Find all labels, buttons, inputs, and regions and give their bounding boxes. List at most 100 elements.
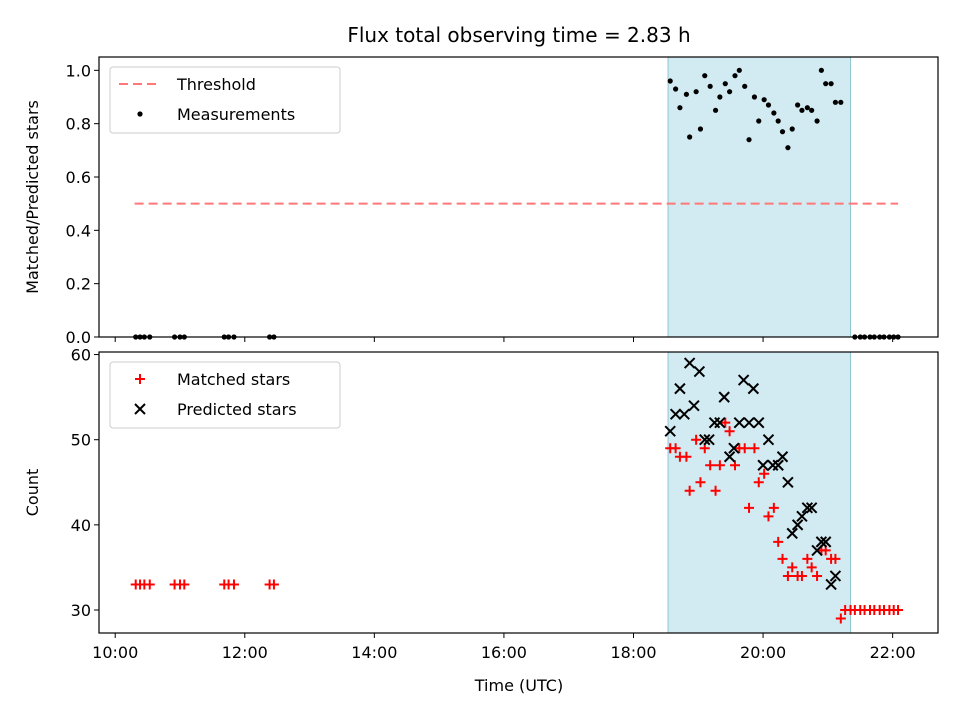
- predicted-star-point: [688, 399, 700, 412]
- predicted-star-point: [782, 476, 794, 488]
- predicted-star-point: [714, 416, 726, 429]
- measurement-point: [785, 145, 791, 151]
- predicted-star-point: [683, 357, 696, 369]
- y-tick-label: 30: [71, 601, 91, 620]
- predicted-star-point: [801, 502, 814, 514]
- measurement-point: [736, 67, 742, 73]
- predicted-star-point: [811, 544, 823, 557]
- matched-star-point: [705, 460, 716, 471]
- matched-star-point: [228, 579, 239, 590]
- predicted-star-point: [703, 433, 715, 446]
- matched-star-point: [782, 570, 793, 581]
- x-tick-label: 18:00: [610, 643, 656, 662]
- y-tick-label: 50: [71, 431, 91, 450]
- y-tick-label: 0.8: [66, 115, 91, 134]
- measurement-point: [673, 86, 679, 92]
- predicted-star-point: [678, 408, 690, 420]
- legend-box: [109, 361, 341, 429]
- predicted-star-point: [791, 519, 804, 531]
- predicted-star-point: [757, 459, 769, 471]
- legend-predicted-swatch: [134, 403, 146, 415]
- measurement-point: [693, 89, 699, 95]
- matched-star-point: [739, 443, 750, 454]
- measurement-point: [771, 110, 777, 116]
- matched-star-point: [802, 553, 813, 564]
- measurement-point: [722, 81, 728, 87]
- matched-star-point: [768, 502, 779, 513]
- measurement-point: [761, 97, 767, 103]
- predicted-star-point: [747, 382, 760, 395]
- measurement-point: [697, 126, 704, 132]
- legend-measurement-swatch: [137, 111, 143, 117]
- measurement-point: [742, 83, 748, 89]
- legend-matched-swatch: [135, 374, 145, 384]
- x-tick-label: 20:00: [740, 643, 786, 662]
- measurement-point: [832, 99, 839, 105]
- measurement-point: [726, 89, 733, 95]
- x-tick-label: 10:00: [92, 643, 138, 662]
- measurement-point: [687, 134, 693, 140]
- y-tick-label: 0.2: [66, 275, 91, 294]
- matched-star-point: [691, 434, 702, 445]
- axes-frame: [98, 351, 939, 634]
- x-tick-label: 14:00: [351, 643, 397, 662]
- predicted-star-point: [743, 416, 755, 429]
- matched-star-point: [759, 468, 770, 479]
- measurement-point: [775, 118, 781, 124]
- ratio-panel: 0.0 0.2 0.4 0.6 0.8 1.0 Matched/Predicted star…: [23, 56, 939, 347]
- matched-star-point: [773, 536, 784, 547]
- measurement-point: [667, 78, 673, 84]
- measurement-point: [751, 94, 758, 100]
- matched-star-point: [684, 485, 695, 496]
- x-tick-label: 16:00: [481, 643, 527, 662]
- matched-star-point: [835, 613, 846, 624]
- legend-label: Matched stars: [177, 370, 290, 389]
- measurement-point: [746, 137, 752, 143]
- predicted-star-point: [819, 536, 832, 548]
- y-axis-label: Matched/Predicted stars: [23, 100, 42, 294]
- matched-star-point: [695, 477, 706, 488]
- legend-label: Predicted stars: [177, 400, 297, 419]
- measurement-point: [795, 102, 801, 108]
- predicted-star-point: [728, 442, 740, 454]
- predicted-star-point: [762, 433, 775, 446]
- count-panel: 30 40 50 60 10:00 12:00 14:00 16:00 18:00 20:00 22…: [23, 346, 939, 662]
- matched-star-point: [744, 502, 755, 513]
- y-tick-label: 60: [71, 346, 91, 365]
- matched-star-point: [777, 553, 788, 564]
- predicted-star-point: [733, 416, 746, 429]
- predicted-star-point: [699, 433, 711, 446]
- measurement-point: [838, 99, 844, 105]
- matched-star-point: [806, 562, 817, 573]
- measurement-point: [702, 73, 708, 79]
- x-tick-label: 22:00: [870, 643, 916, 662]
- measurement-point: [677, 105, 683, 111]
- predicted-star-point: [829, 570, 842, 582]
- measurement-point: [823, 81, 829, 87]
- measurement-point: [712, 107, 719, 113]
- x-tick-label: 12:00: [222, 643, 268, 662]
- predicted-star-point: [693, 365, 706, 378]
- legend-label: Measurements: [177, 105, 295, 124]
- measurement-point: [765, 102, 772, 108]
- matched-star-point: [749, 443, 760, 454]
- predicted-star-point: [737, 374, 750, 386]
- predicted-star-point: [674, 382, 686, 395]
- predicted-star-point: [776, 451, 789, 463]
- predicted-star-point: [825, 578, 837, 591]
- measurement-point: [799, 107, 805, 113]
- measurement-point: [707, 83, 713, 89]
- predicted-star-point: [805, 502, 818, 514]
- measurement-point: [779, 129, 786, 135]
- matched-star-point: [681, 451, 692, 462]
- matched-star-point: [714, 460, 725, 471]
- predicted-star-point: [753, 416, 765, 429]
- matched-star-point: [670, 443, 681, 454]
- matched-star-point: [753, 477, 764, 488]
- matched-star-point: [144, 579, 155, 590]
- measurement-point: [818, 67, 824, 73]
- observing-window: [667, 56, 852, 338]
- y-tick-label: 40: [71, 516, 91, 535]
- measurement-point: [789, 126, 795, 132]
- matched-star-point: [710, 485, 721, 496]
